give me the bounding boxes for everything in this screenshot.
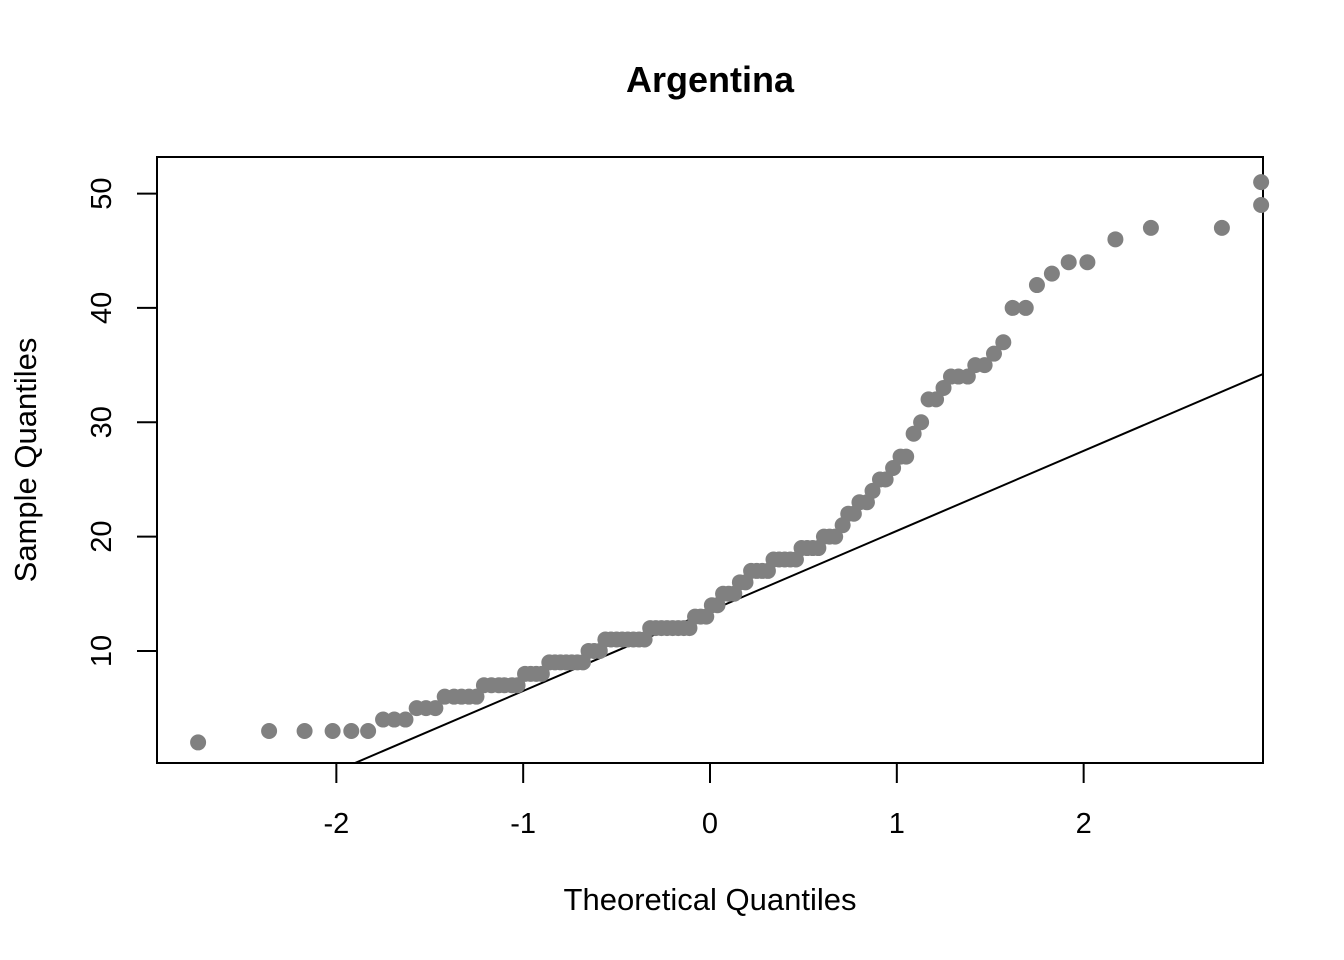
data-point [1079, 254, 1096, 271]
x-tick-label: 0 [702, 808, 718, 840]
chart-title: Argentina [626, 59, 795, 100]
y-tick-label: 10 [86, 635, 118, 667]
y-tick-label: 40 [86, 292, 118, 324]
data-point [898, 448, 915, 465]
data-point [985, 345, 1002, 362]
data-point [928, 391, 945, 408]
data-point [995, 334, 1012, 351]
data-point [386, 711, 403, 728]
y-axis: 10 20 30 40 50 [86, 177, 157, 667]
data-point [905, 425, 922, 442]
data-point [427, 700, 444, 717]
data-point [296, 722, 313, 739]
data-point [343, 722, 360, 739]
data-point [397, 711, 414, 728]
data-point [468, 688, 485, 705]
data-point [1043, 265, 1060, 282]
data-point [190, 734, 207, 751]
data-point [1004, 299, 1021, 316]
data-point [1060, 254, 1077, 271]
data-point [1253, 197, 1270, 214]
data-point [360, 722, 377, 739]
data-point [1107, 231, 1124, 248]
data-point [827, 528, 844, 545]
x-axis: -2 -1 0 1 2 [323, 763, 1092, 840]
data-point [375, 711, 392, 728]
y-tick-label: 30 [86, 406, 118, 438]
data-point [976, 357, 993, 374]
data-point [533, 665, 550, 682]
data-point [959, 368, 976, 385]
y-tick-label: 50 [86, 177, 118, 209]
data-point [261, 722, 278, 739]
data-point [913, 414, 930, 431]
x-tick-label: 1 [889, 808, 905, 840]
x-axis-label: Theoretical Quantiles [564, 882, 857, 917]
y-axis-label: Sample Quantiles [8, 338, 43, 583]
data-point [1017, 299, 1034, 316]
data-point [1142, 219, 1159, 236]
data-point [935, 379, 952, 396]
data-point [1253, 174, 1270, 191]
data-point [1213, 219, 1230, 236]
data-point [509, 677, 526, 694]
data-point [885, 460, 902, 477]
data-point [324, 722, 341, 739]
plot-frame [156, 156, 1264, 764]
x-tick-label: -2 [323, 808, 349, 840]
data-points [190, 174, 1270, 751]
data-point [864, 482, 881, 499]
y-tick-label: 20 [86, 520, 118, 552]
x-tick-label: 2 [1076, 808, 1092, 840]
x-tick-label: -1 [510, 808, 536, 840]
data-point [1028, 277, 1045, 294]
data-point [877, 471, 894, 488]
